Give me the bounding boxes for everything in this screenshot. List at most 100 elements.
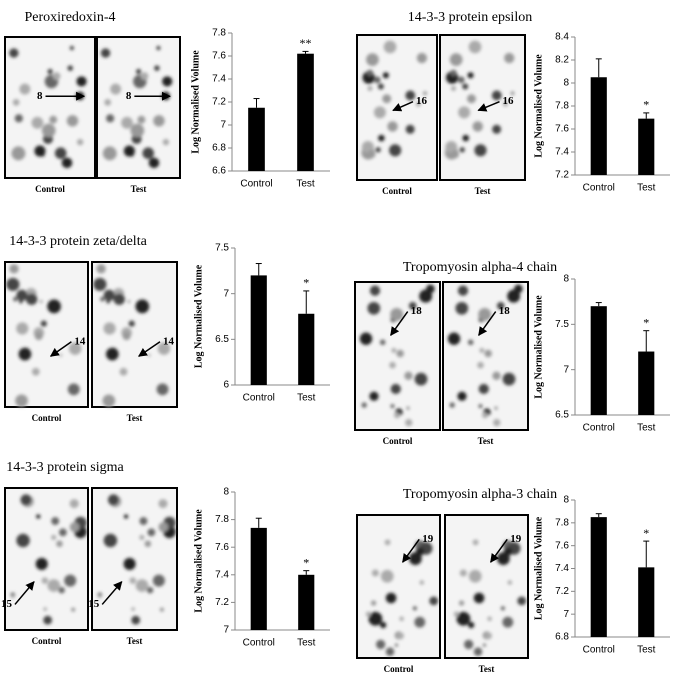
gel-spot <box>459 147 465 153</box>
gel-spot <box>380 569 394 583</box>
gel-spot <box>478 307 492 321</box>
bar <box>250 275 267 385</box>
gel-spot <box>148 157 160 169</box>
gel-spot <box>468 40 482 54</box>
gel-spot <box>502 101 508 107</box>
x-tick-label: Test <box>296 179 315 190</box>
gel-spot <box>49 115 58 124</box>
gel-spot <box>389 144 402 157</box>
gel-spot <box>504 52 515 64</box>
gel-spot <box>137 115 146 124</box>
gel-spot <box>359 332 373 345</box>
gel-spot <box>429 596 439 606</box>
gel-spot <box>409 552 422 565</box>
gel-spot <box>135 299 150 314</box>
gel-spot <box>147 528 156 537</box>
gel-spot <box>100 48 111 58</box>
gel-label: Control <box>384 664 414 674</box>
gel-spot <box>109 347 117 355</box>
spot-number: 19 <box>422 533 434 545</box>
x-tick-label: Control <box>240 179 272 190</box>
gel-spot <box>366 53 379 66</box>
gel-spot <box>450 69 457 77</box>
gel-spot <box>502 616 514 628</box>
gel-spot <box>507 289 521 303</box>
gel-spot <box>373 76 381 84</box>
y-axis-label: Log Normalised Volume <box>193 509 204 613</box>
gel-spot <box>59 353 63 357</box>
x-tick-label: Test <box>637 645 656 656</box>
gel-spot <box>459 569 467 577</box>
error-bar <box>595 302 602 307</box>
gel-spot <box>40 320 47 327</box>
gel-spot <box>463 639 474 650</box>
gel-spot <box>135 68 142 75</box>
y-tick-label: 7.6 <box>212 51 226 62</box>
gel-spot <box>162 76 173 87</box>
gel-spot <box>473 647 483 656</box>
gel-spot <box>373 106 386 119</box>
spot-number: 16 <box>503 95 515 107</box>
gel-spot <box>47 299 61 314</box>
gel-label: Test <box>479 664 495 674</box>
gel-spot <box>450 85 457 91</box>
gel-spot <box>367 85 373 91</box>
y-tick-label: 8.2 <box>555 55 569 66</box>
y-tick-label: 7.2 <box>555 170 569 181</box>
gel-spot <box>13 296 18 302</box>
gel-spot <box>502 372 516 386</box>
y-axis-label: Log Normalised Volume <box>190 50 201 154</box>
gel-spot <box>140 72 149 81</box>
gel-spot <box>9 264 19 274</box>
gel-label: Control <box>383 436 413 446</box>
gel-spot <box>119 367 128 376</box>
gel-spot <box>497 552 510 565</box>
gel-spot <box>390 307 404 321</box>
gel-spot <box>379 339 386 346</box>
gel-spot <box>415 101 421 107</box>
y-tick-label: 7.2 <box>212 97 226 108</box>
gel-spot <box>484 632 492 640</box>
gel-label: Test <box>478 436 494 446</box>
gel-spot <box>43 607 47 611</box>
y-tick-label: 7.6 <box>215 542 229 553</box>
y-tick-label: 7.8 <box>555 101 569 112</box>
gel-label: Test <box>475 186 491 196</box>
gel-spot <box>450 150 460 159</box>
gel-spot <box>361 141 374 154</box>
gel-spot <box>378 134 385 142</box>
bar <box>590 77 607 175</box>
gel-spot <box>385 647 395 656</box>
gel-spot <box>366 69 374 77</box>
y-tick-label: 7 <box>563 364 569 375</box>
spot-arrow <box>477 101 500 112</box>
gel-spot <box>380 621 387 629</box>
gel-spot <box>93 277 107 291</box>
gel-spot <box>414 616 426 628</box>
spot-arrow <box>478 311 497 337</box>
gel-label: Control <box>32 413 62 423</box>
spot-arrow <box>101 581 123 605</box>
gel-spot <box>43 615 53 625</box>
gel-spot <box>56 540 63 548</box>
gel-spot <box>15 394 28 408</box>
gel-spot <box>414 372 428 386</box>
x-tick-label: Test <box>297 638 316 649</box>
bar <box>298 313 315 385</box>
gel-spot <box>12 98 20 106</box>
gel-spot <box>478 404 483 409</box>
gel-spot <box>36 514 41 519</box>
gel-spots <box>444 40 515 160</box>
gel-spot <box>361 402 367 408</box>
gel-spot <box>103 322 116 335</box>
gel-spot <box>129 577 137 584</box>
gel-spot <box>64 574 77 587</box>
gel-spot <box>147 353 151 357</box>
gel-spot <box>468 569 482 583</box>
gel-spot <box>76 138 84 146</box>
gel-spot <box>67 65 73 71</box>
significance: * <box>643 98 649 112</box>
y-tick-label: 7.8 <box>215 514 229 525</box>
y-tick-label: 6.8 <box>212 143 226 154</box>
error-bar <box>302 50 309 54</box>
